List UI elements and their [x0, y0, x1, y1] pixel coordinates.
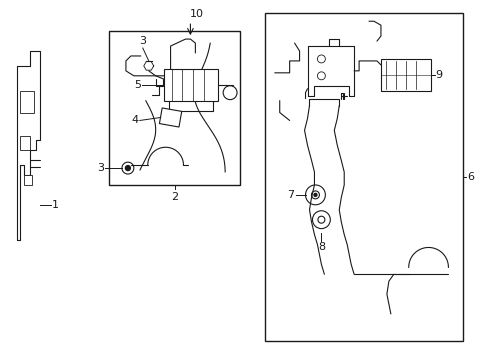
Bar — [20, 91, 34, 113]
Bar — [24, 175, 32, 185]
Text: 3: 3 — [97, 163, 104, 173]
Text: 9: 9 — [435, 70, 442, 80]
Bar — [264, 13, 462, 341]
Bar — [109, 31, 240, 185]
Text: 2: 2 — [171, 192, 178, 202]
Text: 7: 7 — [287, 190, 294, 200]
Text: 4: 4 — [131, 116, 139, 126]
Circle shape — [125, 166, 130, 171]
Bar — [20, 136, 30, 150]
Text: 1: 1 — [51, 200, 59, 210]
Text: 5: 5 — [134, 80, 141, 90]
Circle shape — [313, 193, 316, 196]
Bar — [380, 59, 429, 91]
Bar — [159, 108, 182, 127]
Text: 10: 10 — [189, 9, 203, 19]
Text: 8: 8 — [317, 242, 325, 252]
Bar — [163, 69, 218, 100]
Text: 3: 3 — [139, 36, 146, 46]
Text: 6: 6 — [467, 172, 473, 182]
